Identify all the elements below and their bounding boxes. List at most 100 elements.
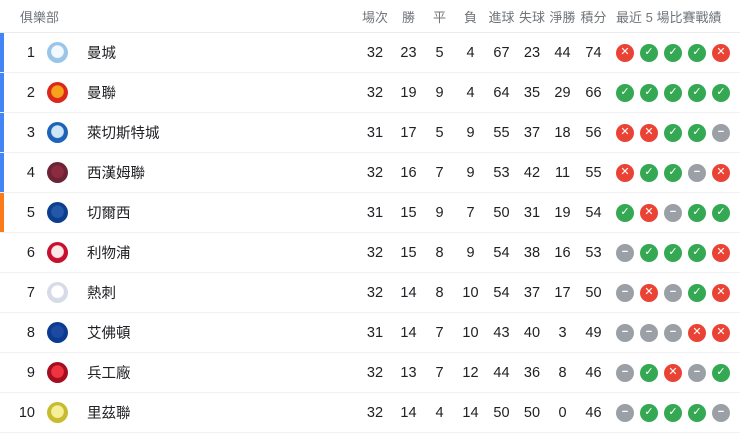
table-row[interactable]: 5 切爾西 31 15 9 7 50 31 19 54 ✓ ✕ − ✓ ✓ [0, 193, 740, 233]
qualification-bar [0, 193, 4, 232]
win-icon: ✓ [688, 243, 706, 262]
table-row[interactable]: 9 兵工廠 32 13 7 12 44 36 8 46− ✓ ✕ − ✓ [0, 353, 740, 393]
loss-icon: ✕ [616, 43, 634, 62]
club-crest-icon [46, 402, 68, 423]
win-icon: ✓ [688, 123, 706, 142]
win-icon: ✓ [640, 83, 658, 102]
stat-cell-lost: 7 [466, 204, 475, 221]
win-icon: ✓ [688, 83, 706, 102]
loss-icon: ✕ [616, 123, 634, 142]
draw-icon: − [688, 163, 706, 182]
stat-cell-played: 31 [366, 124, 384, 141]
table-row[interactable]: 6 利物浦 32 15 8 9 54 38 16 53− ✓ ✓ ✓ ✕ [0, 233, 740, 273]
draw-icon: − [616, 403, 634, 422]
club-crest-icon [46, 242, 68, 263]
stat-cell-drawn: 5 [435, 44, 444, 61]
lost-column-header: 負 [463, 9, 477, 25]
win-icon: ✓ [688, 403, 706, 422]
draw-icon: − [616, 363, 634, 382]
loss-icon: ✕ [640, 203, 658, 222]
table-row[interactable]: 4 西漢姆聯 32 16 7 9 53 42 11 55 ✕ ✓ ✓ − ✕ [0, 153, 740, 193]
qualification-bar [0, 113, 4, 152]
club-name: 曼城 [87, 46, 116, 62]
stat-cell-won: 14 [400, 324, 417, 341]
loss-icon: ✕ [712, 283, 730, 302]
loss-icon: ✕ [712, 323, 730, 342]
form-icons: − ✕ − ✓ ✕ [609, 283, 740, 302]
stat-cell-played: 31 [366, 204, 384, 221]
stat-cell-goals-against: 42 [523, 164, 541, 181]
table-row[interactable]: 1 曼城 32 23 5 4 67 23 44 74 ✕ ✓ ✓ ✓ ✕ [0, 33, 740, 73]
stat-cell-goal-diff: 0 [558, 404, 567, 421]
club-crest-icon [46, 82, 68, 103]
stat-cell-goals-for: 54 [493, 244, 510, 261]
form-icons: − ✓ ✕ − ✓ [609, 363, 740, 382]
loss-icon: ✕ [688, 323, 706, 342]
stat-cell-won: 17 [400, 124, 417, 141]
stat-cell-lost: 14 [462, 404, 479, 421]
stat-cell-drawn: 7 [435, 164, 444, 181]
club-badge [40, 362, 74, 383]
stat-cell-goals-against: 37 [523, 284, 541, 301]
stat-cell-goals-against: 50 [523, 404, 541, 421]
club-name: 利物浦 [87, 246, 131, 262]
table-row[interactable]: 7 熱刺 32 14 8 10 54 37 17 50− ✕ − ✓ ✕ [0, 273, 740, 313]
rank: 1 [26, 44, 35, 61]
points-column-header: 積分 [580, 9, 607, 25]
form-icons: − − − ✕ ✕ [609, 323, 740, 342]
stat-cell-goal-diff: 18 [554, 124, 571, 141]
stat-cell-won: 16 [400, 164, 417, 181]
draw-icon: − [664, 283, 682, 302]
stat-cell-won: 19 [400, 84, 417, 101]
table-row[interactable]: 8 艾佛頓 31 14 7 10 43 40 3 49− − − ✕ ✕ [0, 313, 740, 353]
stat-cell-lost: 9 [466, 124, 475, 141]
stat-cell-points: 56 [585, 124, 602, 141]
draw-icon: − [664, 203, 682, 222]
win-icon: ✓ [664, 163, 682, 182]
draw-icon: − [616, 283, 634, 302]
table-row[interactable]: 3 萊切斯特城 31 17 5 9 55 37 18 56 ✕ ✕ ✓ ✓ − [0, 113, 740, 153]
stat-cell-played: 32 [366, 244, 384, 261]
table-row[interactable]: 10 里茲聯 32 14 4 14 50 50 0 46− ✓ ✓ ✓ − [0, 393, 740, 433]
stat-cell-goal-diff: 19 [554, 204, 571, 221]
club-name: 萊切斯特城 [87, 126, 160, 142]
table-body: 1 曼城 32 23 5 4 67 23 44 74 ✕ ✓ ✓ ✓ ✕ 2 曼聯 32 … [0, 33, 740, 433]
stat-cell-goals-against: 23 [523, 44, 541, 61]
stat-cell-goal-diff: 16 [554, 244, 571, 261]
win-icon: ✓ [712, 203, 730, 222]
loss-icon: ✕ [640, 283, 658, 302]
table-header-row: 俱樂部 場次 勝 平 負 進球 失球 淨勝 積分 最近 5 場比賽戰績 [0, 0, 740, 33]
stat-cell-points: 46 [585, 364, 602, 381]
form-column-header: 最近 5 場比賽戰績 [616, 9, 722, 25]
qualification-bar [0, 313, 4, 352]
qualification-bar [0, 393, 4, 432]
table-row[interactable]: 2 曼聯 32 19 9 4 64 35 29 66 ✓ ✓ ✓ ✓ ✓ [0, 73, 740, 113]
club-crest-icon [46, 282, 68, 303]
club-badge [40, 82, 74, 103]
club-crest-icon [46, 42, 68, 63]
win-icon: ✓ [688, 283, 706, 302]
win-icon: ✓ [664, 243, 682, 262]
club-crest-icon [46, 162, 68, 183]
stat-cell-lost: 12 [462, 364, 479, 381]
stat-cell-played: 32 [366, 84, 384, 101]
qualification-bar [0, 73, 4, 112]
stat-cell-points: 50 [585, 284, 602, 301]
club-badge [40, 282, 74, 303]
form-icons: − ✓ ✓ ✓ − [609, 403, 740, 422]
club-name: 西漢姆聯 [87, 166, 145, 182]
win-icon: ✓ [712, 363, 730, 382]
stat-cell-played: 32 [366, 164, 384, 181]
stat-cell-goal-diff: 17 [554, 284, 571, 301]
stat-cell-goals-for: 54 [493, 284, 510, 301]
stat-cell-goals-against: 31 [523, 204, 541, 221]
club-badge [40, 242, 74, 263]
stat-cell-played: 32 [366, 404, 384, 421]
club-column-header: 俱樂部 [20, 9, 60, 25]
win-icon: ✓ [664, 403, 682, 422]
stat-cell-points: 74 [585, 44, 602, 61]
win-icon: ✓ [712, 83, 730, 102]
stat-cell-points: 46 [585, 404, 602, 421]
club-name: 艾佛頓 [87, 326, 131, 342]
stat-cell-points: 54 [585, 204, 602, 221]
